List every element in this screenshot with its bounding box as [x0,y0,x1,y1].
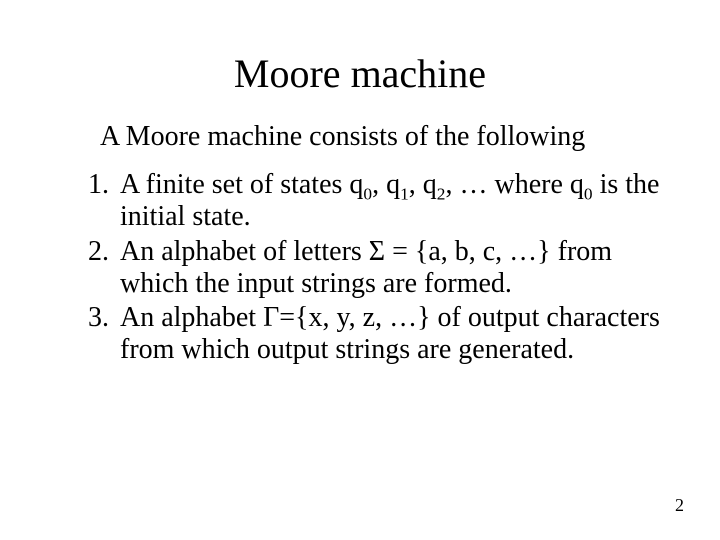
item-text: , q [409,169,437,200]
list-item: An alphabet Γ={x, y, z, …} of output cha… [116,302,660,366]
slide: Moore machine A Moore machine consists o… [0,0,720,540]
page-number: 2 [675,495,684,516]
subscript: 1 [400,185,409,204]
list-item: An alphabet of letters Σ = {a, b, c, …} … [116,236,660,300]
subscript: 0 [584,185,593,204]
item-text: An alphabet of letters Σ = {a, b, c, …} … [120,236,612,299]
intro-text: A Moore machine consists of the followin… [100,121,650,153]
item-text: An alphabet Γ={x, y, z, …} of output cha… [120,302,660,365]
list-item: A finite set of states q0, q1, q2, … whe… [116,169,660,233]
item-text: , q [372,169,400,200]
item-text: A finite set of states q [120,169,363,200]
definition-list: A finite set of states q0, q1, q2, … whe… [50,169,660,366]
subscript: 0 [363,185,372,204]
item-text: , … where q [445,169,583,200]
slide-title: Moore machine [50,50,670,97]
